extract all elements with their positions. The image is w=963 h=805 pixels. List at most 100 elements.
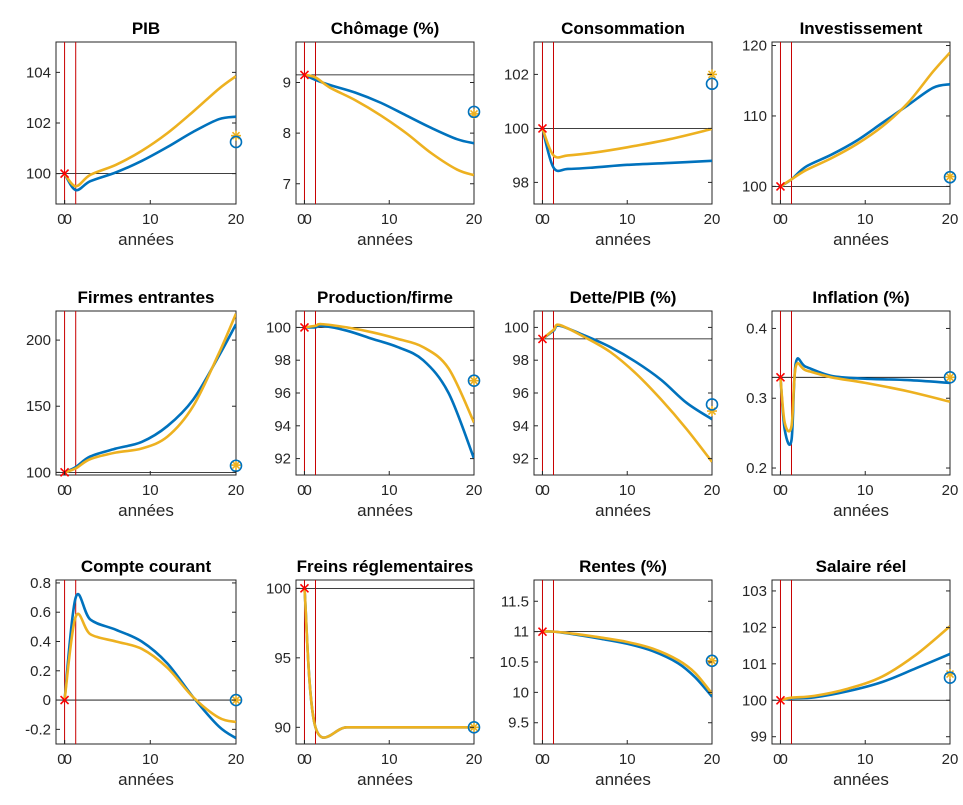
x-stroke [60, 169, 70, 179]
star-stroke [231, 131, 241, 140]
y-tick-label: 98 [274, 352, 291, 369]
star-stroke [945, 373, 955, 382]
star-stroke [945, 172, 955, 181]
x-stroke [299, 322, 310, 332]
y-tick-label: 10.5 [500, 654, 529, 671]
axes-box [533, 579, 713, 745]
subplot: 0.2 0.3 0.4 00 10 20 années Inflation (%) [746, 288, 958, 520]
x-tick-label: 0 [535, 482, 543, 499]
start-marker-x [60, 695, 70, 705]
axes-box [55, 579, 237, 745]
x-tick-label: 20 [228, 751, 245, 768]
y-tick-label: 100 [266, 319, 291, 336]
subplot-title: Consommation [561, 19, 685, 38]
end-marker-circle [705, 398, 719, 411]
x-tick-label: 0 [779, 211, 787, 228]
x-tick-label: 10 [857, 751, 874, 768]
subplot-title: Freins réglementaires [297, 557, 474, 576]
start-marker-x [299, 583, 310, 593]
subplot-title: Dette/PIB (%) [570, 288, 677, 307]
y-tick-label: 0.6 [30, 604, 51, 621]
x-tick-label: 20 [704, 751, 721, 768]
end-marker-circle [467, 374, 481, 388]
x-tick-label: 0 [64, 482, 72, 499]
x-tick-label: 10 [857, 482, 874, 499]
subplot-title: Compte courant [81, 557, 212, 576]
end-marker-star [231, 130, 241, 141]
start-marker-x [60, 169, 70, 179]
y-tick-label: 200 [26, 332, 51, 349]
y-tick-label: 92 [512, 451, 529, 468]
y-tick-label: 100 [742, 178, 767, 195]
series-group [541, 127, 712, 173]
start-marker-x [299, 322, 310, 332]
start-marker-x [537, 123, 548, 133]
x-axis-label: années [357, 230, 413, 249]
y-tick-label: 8 [283, 125, 291, 142]
x-axis-label: années [357, 770, 413, 789]
series-line [542, 630, 712, 695]
x-axis-label: années [833, 501, 889, 520]
axes-box [533, 41, 713, 205]
x-tick-label: 0 [57, 751, 65, 768]
x-tick-label: 10 [619, 482, 636, 499]
axes-box [295, 310, 475, 476]
subplot: 92 94 96 98 100 00 10 20 années Production/firme [266, 288, 482, 520]
subplot-title: Investissement [800, 19, 923, 38]
x-tick-label: 0 [535, 751, 543, 768]
start-marker-x [775, 372, 786, 382]
y-tick-label: 0.4 [30, 634, 51, 651]
x-stroke [775, 372, 786, 382]
x-tick-label: 0 [541, 482, 549, 499]
series-group [780, 625, 950, 702]
x-tick-label: 0 [773, 482, 781, 499]
y-tick-label: 99 [750, 729, 767, 746]
x-tick-label: 0 [57, 482, 65, 499]
y-tick-label: 95 [274, 650, 291, 667]
end-marker-star [707, 655, 717, 666]
start-marker-x [537, 627, 548, 637]
x-tick-label: 0 [64, 751, 72, 768]
x-tick-label: 0 [297, 211, 305, 228]
series-line [304, 322, 474, 424]
axes-box [771, 41, 951, 205]
series-group [63, 75, 236, 192]
y-tick-label: 104 [26, 64, 51, 81]
x-tick-label: 0 [303, 482, 311, 499]
x-tick-label: 0 [297, 751, 305, 768]
y-tick-label: 0.4 [746, 320, 767, 337]
y-tick-label: 98 [512, 174, 529, 191]
series-group [64, 313, 236, 474]
x-tick-label: 20 [704, 482, 721, 499]
y-tick-label: 101 [742, 656, 767, 673]
series-line [303, 588, 474, 739]
x-tick-label: 20 [942, 211, 959, 228]
subplot: 90 95 100 00 10 20 années Freins réglementaires [266, 557, 482, 789]
subplot-title: Production/firme [317, 288, 453, 307]
x-axis-label: années [357, 501, 413, 520]
y-tick-label: 96 [274, 385, 291, 402]
end-marker-circle [229, 135, 243, 149]
x-tick-label: 10 [142, 211, 159, 228]
series-group [304, 322, 474, 460]
series-group [303, 588, 474, 739]
end-marker-star [707, 406, 717, 417]
subplot: 100 110 120 00 10 20 années Investissement [742, 19, 958, 249]
series-line [779, 357, 950, 446]
x-axis-label: années [595, 501, 651, 520]
x-tick-label: 10 [381, 751, 398, 768]
y-tick-label: 96 [512, 385, 529, 402]
end-marker-circle [943, 671, 957, 684]
series-line [541, 128, 712, 173]
x-axis-label: années [833, 230, 889, 249]
y-tick-label: 0.3 [746, 390, 767, 407]
x-tick-label: 20 [466, 482, 483, 499]
axes-box [771, 579, 951, 745]
x-stroke [60, 695, 70, 705]
series-group [779, 51, 950, 188]
y-tick-label: 90 [274, 719, 291, 736]
series-line [541, 127, 712, 159]
y-tick-label: 102 [26, 115, 51, 132]
x-tick-label: 0 [541, 211, 549, 228]
